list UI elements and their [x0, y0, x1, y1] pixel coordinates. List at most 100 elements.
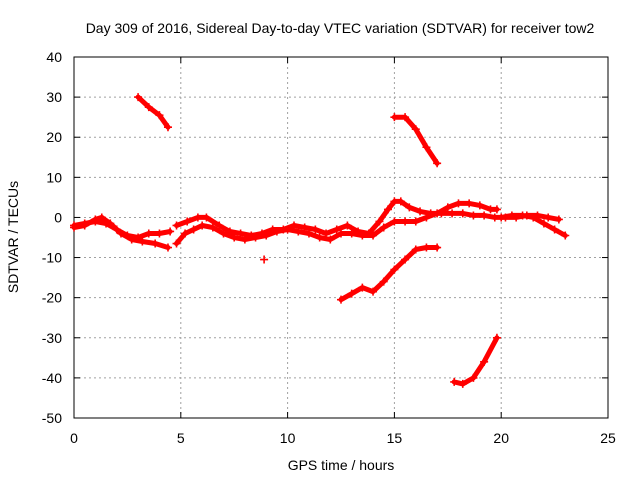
- data-point: [364, 229, 373, 238]
- y-tick-label: -20: [42, 290, 62, 306]
- data-point: [469, 373, 478, 382]
- data-point: [172, 221, 181, 230]
- data-point: [480, 357, 489, 366]
- data-point: [379, 223, 388, 232]
- data-point: [326, 235, 335, 244]
- data-point: [416, 207, 425, 216]
- series-track-b: [70, 213, 172, 252]
- data-point: [396, 197, 405, 206]
- plot-frame: [73, 56, 609, 419]
- series-trace: [451, 335, 500, 387]
- data-point: [469, 211, 478, 220]
- data-point: [448, 209, 457, 218]
- data-point: [215, 221, 224, 230]
- data-point: [401, 113, 410, 122]
- data-point: [290, 221, 299, 230]
- y-tick-label: 40: [46, 49, 62, 65]
- data-point: [332, 225, 341, 234]
- data-point: [411, 217, 420, 226]
- data-point: [401, 255, 410, 264]
- data-point: [383, 205, 392, 214]
- data-point: [347, 229, 356, 238]
- data-point: [390, 113, 399, 122]
- data-point: [155, 229, 164, 238]
- data-point: [311, 225, 320, 234]
- data-point: [260, 255, 269, 264]
- data-point: [151, 239, 160, 248]
- data-point: [208, 223, 217, 232]
- data-point: [155, 111, 164, 120]
- data-point: [225, 227, 234, 236]
- data-point: [127, 235, 136, 244]
- data-point: [529, 213, 538, 222]
- y-tick-label: -10: [42, 250, 62, 266]
- data-point: [70, 223, 78, 232]
- data-point: [458, 379, 467, 388]
- y-tick-label: -30: [42, 330, 62, 346]
- data-point: [219, 229, 228, 238]
- data-point: [437, 209, 446, 218]
- series-track-d: [172, 199, 501, 248]
- data-point: [405, 203, 414, 212]
- series-track-a: [70, 217, 175, 242]
- data-point: [257, 229, 266, 238]
- series-track-f: [390, 113, 442, 168]
- x-tick-label: 10: [280, 430, 296, 446]
- data-point: [369, 287, 378, 296]
- axis-ticks: 0 5 10 15 20 25 -50 -40 -30 -20 -10 0 10 20 30 40: [42, 49, 616, 446]
- data-point: [497, 213, 506, 222]
- data-point: [390, 217, 399, 226]
- data-point: [433, 159, 442, 168]
- data-point: [97, 213, 106, 222]
- data-point: [518, 211, 527, 220]
- data-point: [163, 123, 172, 132]
- data-point: [465, 199, 474, 208]
- series-trace: [174, 200, 500, 246]
- x-tick-label: 0: [70, 430, 78, 446]
- x-axis-label: GPS time / hours: [288, 457, 395, 473]
- data-point: [189, 225, 198, 234]
- y-tick-label: 20: [46, 129, 62, 145]
- data-point: [343, 221, 352, 230]
- data-point: [198, 221, 207, 230]
- data-point: [554, 215, 563, 224]
- series-track-g: [337, 243, 442, 304]
- data-point: [134, 93, 143, 102]
- data-point: [379, 277, 388, 286]
- data-point: [183, 217, 192, 226]
- data-point: [375, 217, 384, 226]
- chart-title: Day 309 of 2016, Sidereal Day-to-day VTE…: [86, 20, 595, 36]
- data-point: [181, 229, 190, 238]
- data-point: [358, 283, 367, 292]
- data-point: [390, 265, 399, 274]
- data-point: [454, 199, 463, 208]
- data-point: [544, 213, 553, 222]
- data-point: [347, 289, 356, 298]
- series-trace: [71, 214, 171, 250]
- x-tick-label: 25: [600, 430, 616, 446]
- series-outlier: [260, 255, 269, 264]
- data-point: [458, 209, 467, 218]
- data-point: [422, 243, 431, 252]
- x-tick-label: 15: [387, 430, 403, 446]
- data-point: [492, 205, 501, 214]
- series-trace: [391, 114, 440, 166]
- data-point: [411, 125, 420, 134]
- data-point: [193, 213, 202, 222]
- data-point: [337, 295, 345, 304]
- y-tick-label: 0: [54, 209, 62, 225]
- y-tick-label: -50: [42, 410, 62, 426]
- data-point: [138, 237, 147, 246]
- data-point: [507, 211, 516, 220]
- data-point: [426, 209, 435, 218]
- data-point: [172, 239, 181, 248]
- data-point: [337, 229, 345, 238]
- series-track-c: [134, 93, 172, 132]
- data-point: [268, 225, 277, 234]
- x-tick-label: 5: [177, 430, 185, 446]
- data-point: [163, 243, 172, 252]
- data-point: [433, 243, 442, 252]
- y-tick-label: -40: [42, 370, 62, 386]
- data-point: [422, 143, 431, 152]
